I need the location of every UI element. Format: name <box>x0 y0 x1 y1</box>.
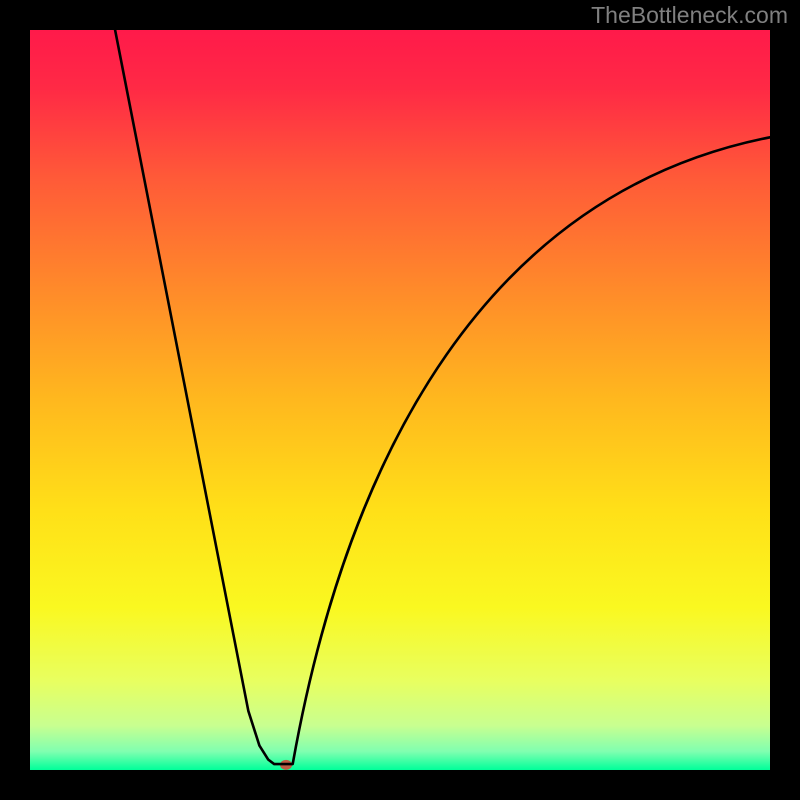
watermark-text: TheBottleneck.com <box>591 2 788 29</box>
bottleneck-chart <box>0 0 800 800</box>
gradient-plot-area <box>30 30 770 770</box>
